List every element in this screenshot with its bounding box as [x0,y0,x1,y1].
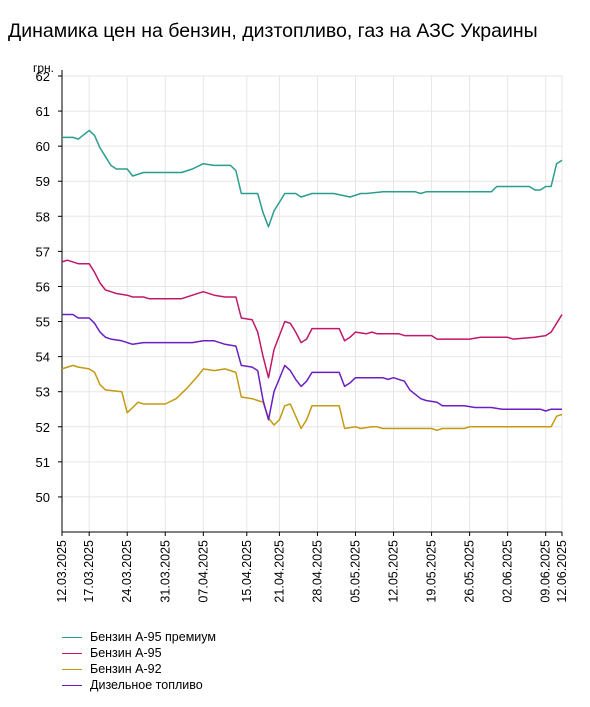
y-tick-label: 51 [36,455,50,470]
y-axis-unit-label: грн. [33,61,54,75]
y-tick-label: 53 [36,385,50,400]
x-tick-label: 28.04.2025 [310,540,324,603]
legend-item: Бензин А-95 [62,645,216,661]
legend-item: Бензин А-95 премиум [62,629,216,645]
x-tick-label: 15.04.2025 [240,540,254,603]
x-tick-label: 31.03.2025 [158,540,172,603]
y-tick-label: 52 [36,420,50,435]
y-tick-label: 62 [36,69,50,84]
x-tick-label: 02.06.2025 [501,540,515,603]
legend-swatch [62,636,82,638]
y-tick-label: 50 [36,490,50,505]
x-tick-label: 19.05.2025 [425,540,439,603]
x-tick-label: 24.03.2025 [120,540,134,603]
grid [61,75,563,532]
y-axis-ticks: 50 51 52 53 54 55 56 57 58 59 60 61 62 [36,69,62,505]
x-tick-label: 12.05.2025 [387,540,401,603]
x-tick-label: 26.05.2025 [463,540,477,603]
y-tick-label: 55 [36,315,50,330]
series-line-2 [61,259,563,379]
x-tick-label: 09.06.2025 [539,540,553,603]
series-lines [61,129,563,432]
legend-label: Бензин А-92 [90,662,162,676]
axes [61,70,562,533]
x-tick-label: 05.05.2025 [348,540,362,603]
legend-swatch [62,652,82,654]
y-tick-label: 58 [36,209,50,224]
legend-swatch [62,668,82,670]
chart-title: Динамика цен на бензин, дизтопливо, газ … [8,20,538,42]
legend-label: Бензин А-95 [90,646,162,660]
y-tick-label: 59 [36,174,50,189]
series-line-1 [62,129,563,228]
legend-label: Бензин А-95 премиум [90,630,216,644]
y-tick-label: 54 [36,350,50,365]
x-tick-label: 21.04.2025 [272,540,286,603]
series-line-4 [62,313,562,421]
legend-item: Дизельное топливо [62,677,216,693]
y-tick-label: 56 [36,279,50,294]
line-chart: 50 51 52 53 54 55 56 57 58 59 60 61 62 12.03.2025 17.… [33,61,569,603]
x-tick-label: 07.04.2025 [196,540,210,603]
series-line-3 [61,364,563,432]
legend-label: Дизельное топливо [90,678,203,692]
y-tick-label: 60 [36,139,50,154]
legend-item: Бензин А-92 [62,661,216,677]
x-tick-label: 12.03.2025 [55,540,69,603]
x-axis-ticks: 12.03.2025 17.03.2025 24.03.2025 31.03.2025… [55,532,569,603]
legend: Бензин А-95 премиум Бензин А-95 Бензин А-9… [62,629,216,693]
legend-swatch [62,684,82,686]
y-tick-label: 61 [36,104,50,119]
y-tick-label: 57 [36,244,50,259]
x-tick-label: 17.03.2025 [82,540,96,603]
x-tick-label: 12.06.2025 [555,540,569,603]
